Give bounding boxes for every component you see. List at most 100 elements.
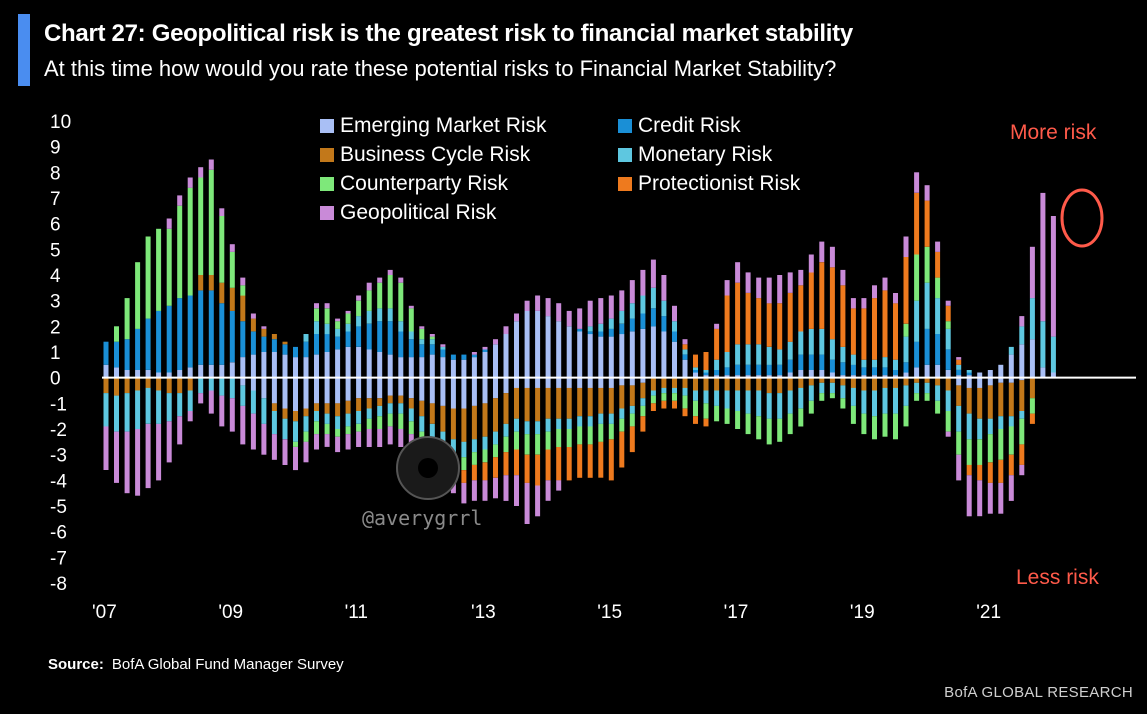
bar-segment (850, 387, 856, 406)
bar-segment (250, 331, 256, 355)
bar-segment (387, 395, 393, 404)
bar-segment (640, 313, 646, 329)
bar-segment (829, 267, 835, 340)
bar-segment (903, 377, 909, 386)
bar-segment (756, 277, 762, 299)
bar-segment (419, 416, 425, 432)
bar-segment (682, 349, 688, 355)
bar-segment (777, 377, 783, 394)
bar-segment (819, 377, 825, 383)
bar-segment (987, 434, 993, 463)
bar-segment (1029, 246, 1035, 299)
bar-segment (198, 275, 204, 291)
bar-segment (903, 236, 909, 257)
legend-swatch (618, 177, 632, 191)
bar-segment (987, 370, 993, 378)
bar-segment (935, 400, 941, 414)
bar-segment (261, 377, 267, 399)
bar-segment (177, 393, 183, 417)
bar-segment (872, 375, 877, 378)
bar-segment (535, 377, 541, 388)
bar-segment (114, 341, 119, 368)
bar-segment (282, 439, 288, 465)
bar-segment (724, 375, 730, 378)
bar-segment (872, 367, 877, 376)
bar-segment (187, 177, 193, 188)
bar-segment (619, 290, 625, 311)
bar-segment (219, 208, 225, 216)
bar-segment (714, 323, 720, 329)
bar-segment (177, 370, 183, 378)
bar-segment (640, 269, 646, 296)
bar-segment (198, 167, 204, 178)
bar-segment (1029, 298, 1035, 340)
bar-segment (345, 434, 351, 450)
bar-segment (493, 398, 498, 432)
bar-segment (914, 254, 920, 301)
bar-segment (408, 408, 414, 422)
bar-segment (166, 377, 172, 394)
bar-segment (850, 405, 856, 424)
bar-segment (545, 387, 551, 419)
bar-segment (303, 416, 309, 432)
bar-segment (872, 359, 877, 368)
bar-segment (103, 393, 109, 427)
bar-segment (629, 318, 635, 332)
bar-segment (471, 377, 477, 406)
bar-segment (535, 434, 541, 455)
bar-segment (1019, 377, 1025, 381)
bar-segment (703, 377, 709, 391)
bar-segment (482, 349, 488, 352)
bar-segment (682, 359, 688, 378)
bar-segment (850, 364, 856, 376)
legend-swatch (320, 148, 334, 162)
bar-segment (124, 431, 130, 494)
bar-segment (345, 413, 351, 427)
bar-segment (377, 352, 383, 378)
bar-segment (777, 364, 783, 376)
bar-segment (935, 377, 941, 386)
bar-segment (608, 387, 614, 414)
y-tick-label: -5 (50, 497, 67, 518)
bar-segment (398, 277, 404, 283)
bar-segment (872, 285, 877, 299)
bar-segment (387, 308, 393, 322)
bar-segment (324, 423, 330, 435)
bar-segment (840, 346, 846, 363)
bar-segment (1040, 321, 1046, 368)
bar-segment (377, 416, 383, 429)
bar-segment (882, 375, 888, 378)
bar-segment (103, 341, 109, 365)
bar-segment (672, 377, 677, 388)
bar-segment (935, 277, 941, 299)
bar-segment (819, 370, 825, 378)
bar-segment (124, 377, 130, 394)
bar-segment (798, 331, 804, 355)
bar-segment (524, 482, 530, 524)
bar-segment (903, 372, 909, 378)
bar-segment (356, 346, 362, 378)
bar-segment (714, 377, 720, 391)
bar-segment (208, 390, 214, 414)
bar-segment (903, 385, 909, 406)
bar-segment (998, 382, 1004, 417)
bar-segment (587, 334, 593, 378)
bar-segment (219, 216, 225, 283)
bar-segment (598, 413, 604, 424)
bar-segment (114, 395, 119, 432)
bar-segment (387, 275, 393, 309)
bar-segment (198, 393, 204, 404)
bar-segment (935, 251, 941, 278)
bar-segment (177, 205, 183, 299)
bar-segment (945, 349, 951, 370)
bar-segment (629, 331, 635, 378)
bar-segment (661, 275, 667, 301)
bar-segment (345, 331, 351, 347)
bar-segment (798, 354, 804, 370)
bar-segment (882, 277, 888, 291)
bar-segment (882, 290, 888, 358)
bar-segment (187, 187, 193, 296)
bar-segment (608, 336, 614, 378)
bar-segment (198, 290, 204, 365)
bar-segment (608, 328, 614, 337)
